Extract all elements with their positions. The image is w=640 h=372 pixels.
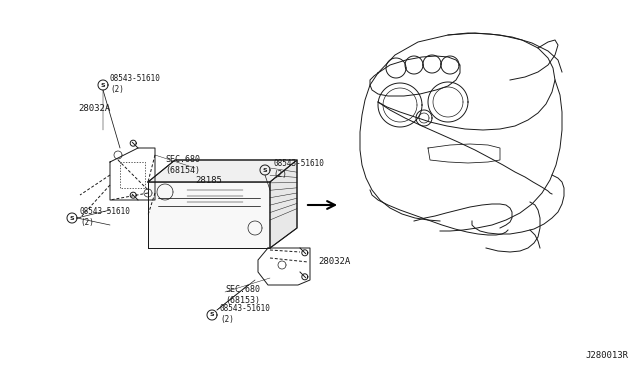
Text: 28032A: 28032A [318, 257, 350, 266]
Text: 28185: 28185 [195, 176, 222, 185]
Bar [185, 184, 245, 206]
Bar [226, 212, 240, 221]
Bar [209, 212, 223, 221]
Text: SEC.680
(68153): SEC.680 (68153) [225, 285, 260, 305]
Text: S: S [70, 215, 74, 221]
Text: J280013R: J280013R [585, 351, 628, 360]
Text: 28032A: 28032A [78, 103, 110, 112]
Text: 08543-51610
(2): 08543-51610 (2) [220, 304, 271, 324]
Text: 08543-51610
(2): 08543-51610 (2) [110, 74, 161, 94]
Bar [158, 212, 172, 221]
Text: 08543-51610
(2): 08543-51610 (2) [80, 207, 131, 227]
Bar [243, 212, 257, 221]
Text: S: S [100, 83, 106, 87]
Polygon shape [270, 160, 297, 248]
Text: SEC.680
(68154): SEC.680 (68154) [165, 155, 200, 175]
Bar [192, 212, 206, 221]
Polygon shape [148, 160, 297, 182]
Bar [175, 212, 189, 221]
Text: 08543-51610
(2): 08543-51610 (2) [273, 159, 324, 179]
Text: S: S [262, 167, 268, 173]
Polygon shape [148, 182, 270, 248]
Text: S: S [210, 312, 214, 317]
